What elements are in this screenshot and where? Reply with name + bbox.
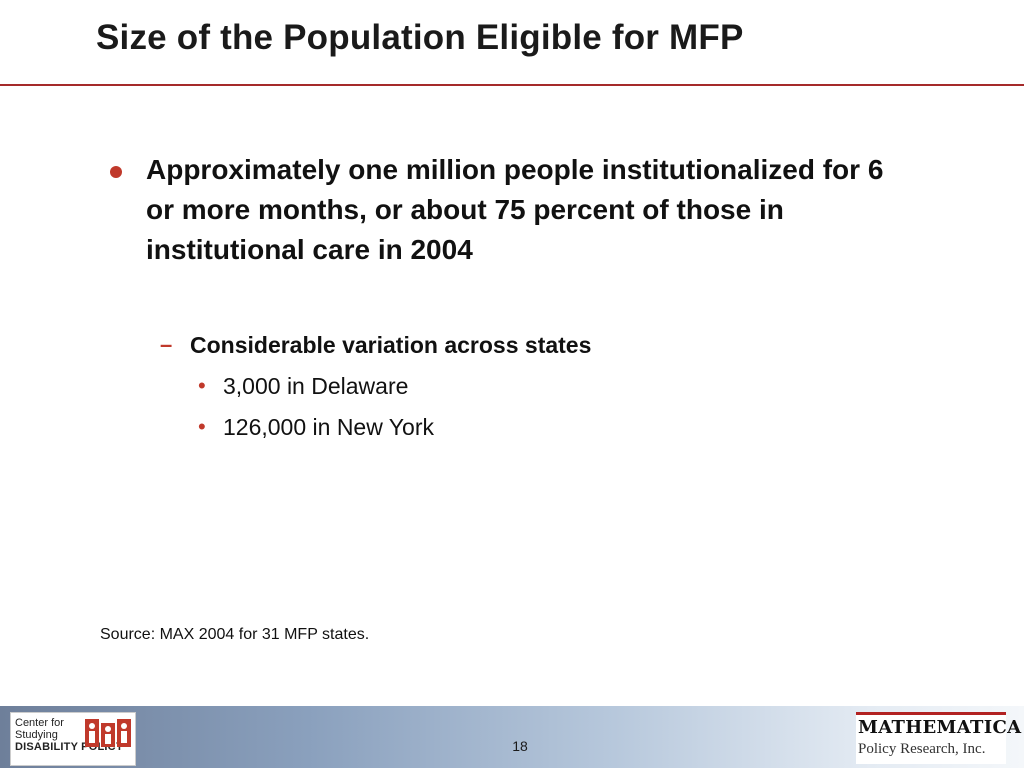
logo-right-name: MATHEMATICA: [858, 717, 1022, 738]
logo-left-line2: Studying: [15, 729, 58, 741]
main-bullet-text: Approximately one million people institu…: [146, 154, 884, 265]
source-note: Source: MAX 2004 for 31 MFP states.: [100, 626, 370, 643]
small-bullet-icon: •: [198, 373, 206, 398]
sub-bullet-text: Considerable variation across states: [190, 332, 592, 358]
footer-band: [0, 706, 1024, 768]
logo-left-text: Center for Studying DISABILITY POLICY: [15, 717, 123, 753]
figures-icon: [85, 719, 131, 747]
bullet-dot-icon: [110, 166, 122, 178]
third-level-item-delaware: • 3,000 in Delaware: [198, 370, 698, 402]
slide-title: Size of the Population Eligible for MFP: [96, 18, 744, 57]
mathematica-logo: MATHEMATICA Policy Research, Inc.: [856, 712, 1021, 764]
dash-marker: –: [160, 332, 173, 357]
page-number: 18: [512, 738, 528, 754]
logo-accent-bar: [856, 712, 1006, 715]
logo-left-line1: Center for: [15, 717, 64, 729]
logo-right-subtitle: Policy Research, Inc.: [858, 741, 986, 757]
third-level-text: 3,000 in Delaware: [223, 373, 409, 399]
third-level-item-new-york: • 126,000 in New York: [198, 411, 698, 443]
title-divider: [0, 84, 1024, 86]
small-bullet-icon: •: [198, 414, 206, 439]
center-disability-policy-logo: Center for Studying DISABILITY POLICY: [10, 712, 136, 766]
third-level-text: 126,000 in New York: [223, 414, 434, 440]
